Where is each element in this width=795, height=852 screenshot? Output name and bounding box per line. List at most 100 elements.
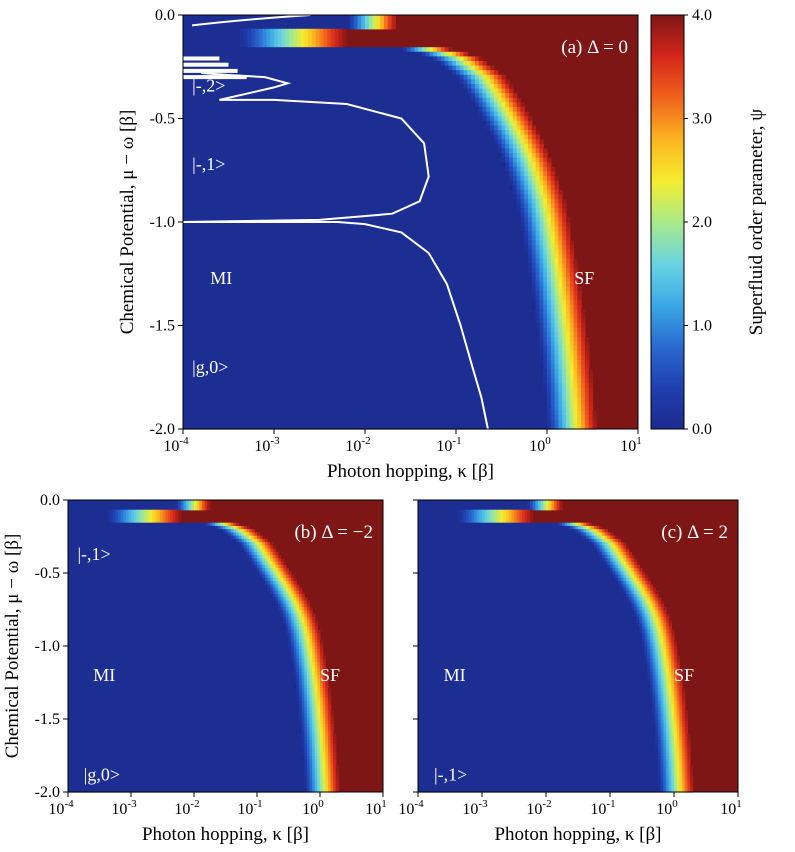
heatmap-cell	[368, 15, 374, 21]
heatmap-cell	[266, 51, 271, 57]
heatmap-cell	[319, 24, 324, 30]
heatmap-cell	[399, 212, 404, 218]
heatmap-cell	[262, 111, 268, 117]
heatmap-cell	[346, 254, 351, 260]
heatmap-cell	[444, 51, 450, 57]
heatmap-cell	[562, 199, 567, 205]
heatmap-cell	[437, 245, 442, 251]
heatmap-cell	[459, 249, 465, 255]
heatmap-cell	[289, 47, 294, 53]
heatmap-cell	[266, 208, 271, 214]
heatmap-cell	[399, 125, 404, 131]
heatmap-cell	[425, 134, 431, 140]
heatmap-cell	[448, 111, 453, 117]
heatmap-cell	[205, 162, 211, 168]
heatmap-cell	[236, 120, 241, 126]
heatmap-cell	[471, 217, 476, 223]
heatmap-cell	[474, 268, 480, 274]
heatmap-cell	[323, 189, 328, 195]
heatmap-cell	[353, 134, 359, 140]
heatmap-cell	[338, 185, 343, 191]
heatmap-cell	[323, 226, 328, 232]
heatmap-cell	[531, 130, 537, 136]
heatmap-cell	[270, 139, 275, 145]
heatmap-cell	[437, 249, 442, 255]
heatmap-cell	[319, 42, 324, 48]
heatmap-cell	[361, 208, 366, 214]
heatmap-cell	[372, 199, 377, 205]
heatmap-cell	[232, 65, 237, 71]
heatmap-cell	[319, 176, 324, 182]
heatmap-cell	[338, 120, 343, 126]
heatmap-cell	[224, 38, 230, 44]
heatmap-cell	[281, 24, 286, 30]
heatmap-cell	[330, 203, 336, 209]
heatmap-cell	[402, 56, 408, 62]
heatmap-cell	[236, 15, 241, 21]
heatmap-cell	[217, 134, 222, 140]
heatmap-cell	[467, 84, 472, 90]
heatmap-cell	[311, 65, 317, 71]
heatmap-cell	[247, 28, 252, 34]
heatmap-cell	[429, 93, 434, 99]
heatmap-cell	[262, 231, 268, 237]
heatmap-cell	[258, 185, 264, 191]
heatmap-cell	[493, 134, 499, 140]
heatmap-cell	[543, 203, 548, 209]
heatmap-cell	[353, 56, 359, 62]
heatmap-cell	[418, 217, 423, 223]
heatmap-cell	[543, 176, 548, 182]
heatmap-cell	[217, 116, 222, 122]
heatmap-cell	[349, 107, 355, 113]
heatmap-cell	[258, 199, 264, 205]
heatmap-cell	[186, 19, 192, 25]
heatmap-cell	[308, 180, 313, 186]
heatmap-cell	[463, 116, 468, 122]
heatmap-cell	[497, 176, 503, 182]
heatmap-cell	[300, 120, 305, 126]
heatmap-cell	[425, 111, 431, 117]
heatmap-cell	[482, 258, 487, 264]
heatmap-cell	[471, 203, 476, 209]
heatmap-cell	[399, 199, 404, 205]
heatmap-cell	[349, 56, 355, 62]
heatmap-cell	[190, 171, 195, 177]
heatmap-cell	[478, 189, 484, 195]
heatmap-cell	[346, 226, 351, 232]
heatmap-cell	[459, 56, 465, 62]
heatmap-cell	[243, 222, 249, 228]
heatmap-cell	[209, 33, 214, 39]
heatmap-cell	[395, 217, 400, 223]
heatmap-cell	[330, 171, 336, 177]
heatmap-cell	[232, 61, 237, 67]
heatmap-cell	[292, 208, 298, 214]
heatmap-cell	[292, 125, 298, 131]
heatmap-cell	[224, 166, 230, 172]
heatmap-cell	[243, 24, 249, 30]
heatmap-cell	[399, 61, 404, 67]
heatmap-cell	[414, 70, 419, 76]
heatmap-cell	[289, 61, 294, 67]
heatmap-cell	[448, 162, 453, 168]
heatmap-cell	[471, 153, 476, 159]
heatmap-cell	[410, 116, 415, 122]
heatmap-cell	[205, 19, 211, 25]
heatmap-cell	[251, 249, 256, 255]
heatmap-cell	[554, 212, 559, 218]
heatmap-cell	[266, 263, 271, 269]
heatmap-cell	[474, 70, 480, 76]
heatmap-cell	[247, 222, 252, 228]
heatmap-cell	[281, 162, 286, 168]
heatmap-cell	[266, 153, 271, 159]
heatmap-cell	[194, 212, 199, 218]
heatmap-cell	[448, 74, 453, 80]
heatmap-cell	[452, 212, 457, 218]
heatmap-cell	[456, 185, 461, 191]
heatmap-cell	[217, 51, 222, 57]
heatmap-cell	[406, 102, 412, 108]
heatmap-cell	[327, 203, 332, 209]
heatmap-cell	[285, 189, 290, 195]
heatmap-cell	[319, 120, 324, 126]
heatmap-cell	[520, 258, 525, 264]
heatmap-cell	[304, 93, 309, 99]
